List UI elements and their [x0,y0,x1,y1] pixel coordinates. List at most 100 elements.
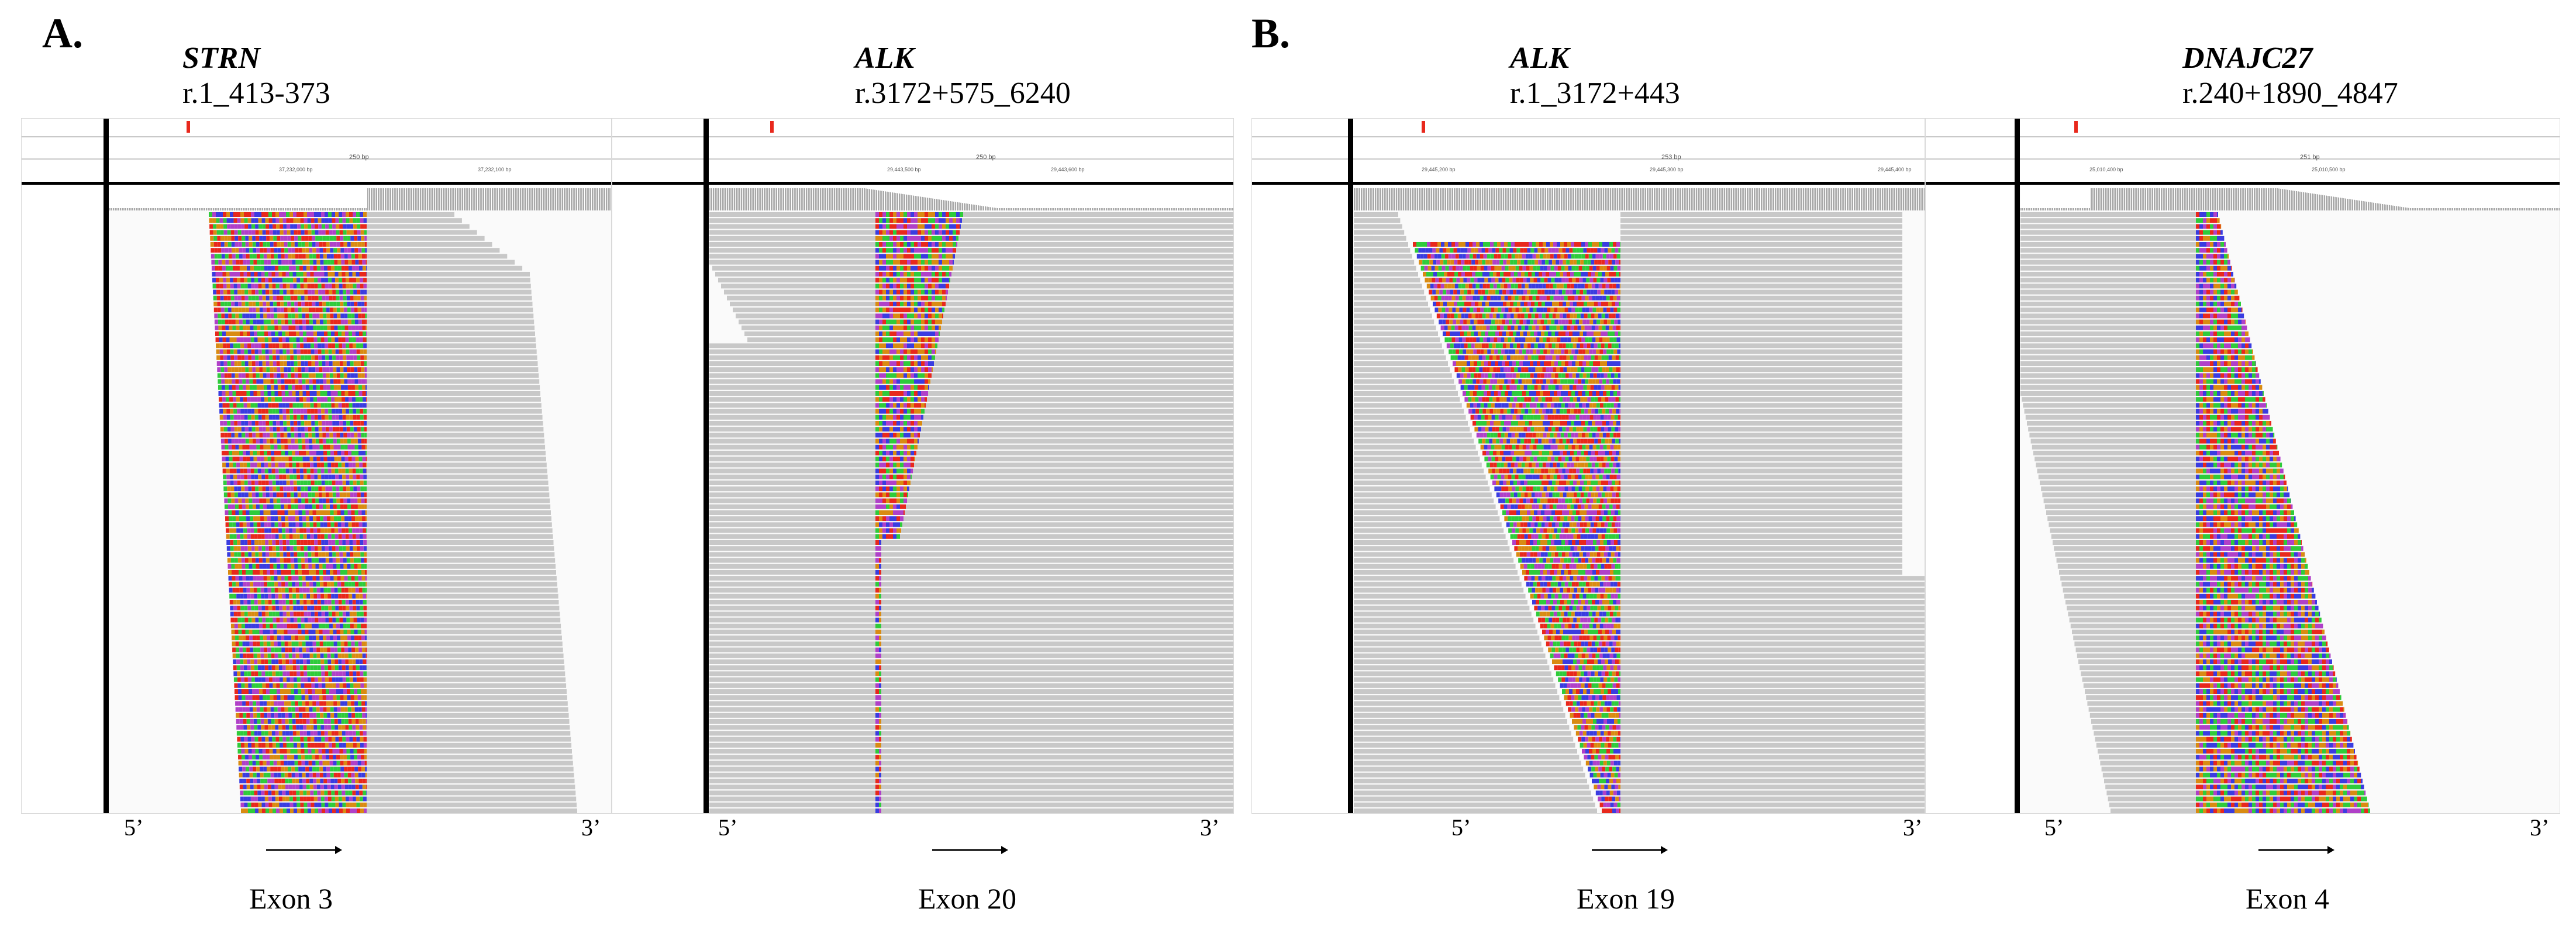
mismatch-base [256,302,260,306]
mismatch-base [352,659,356,664]
aligned-read [367,630,561,634]
mismatch-base [304,343,308,348]
mismatch-base [329,307,333,313]
mismatch-base [366,331,367,336]
mismatch-base [349,742,353,748]
mismatch-base [312,379,316,384]
mismatch-base [286,546,290,551]
mismatch-base [289,546,294,551]
mismatch-base [242,248,246,253]
mismatch-base [323,522,327,527]
coverage-bar [222,208,223,210]
coverage-bar [460,188,461,210]
mismatch-base [334,403,339,408]
mismatch-base [296,462,300,468]
mismatch-base [237,737,241,742]
aligned-read [367,808,577,813]
mismatch-base [302,325,306,330]
mismatch-base [284,379,288,384]
mismatch-base [296,546,301,551]
mismatch-base [364,230,367,235]
coverage-bar [544,188,546,210]
mismatch-base [285,528,289,533]
mismatch-base [263,367,267,372]
mismatch-base [245,373,249,378]
mismatch-base [348,588,352,593]
mismatch-base [316,772,320,778]
mismatch-base [261,737,265,742]
mismatch-base [340,319,344,324]
mismatch-base [310,397,314,402]
mismatch-base [237,474,241,479]
coverage-bar [420,188,421,210]
mismatch-base [291,498,295,503]
mismatch-base [319,689,322,694]
mismatch-base [305,695,309,700]
mismatch-base [239,444,243,450]
mismatch-base [321,671,325,676]
mismatch-base [304,802,308,807]
mismatch-base [329,808,332,813]
mismatch-base [283,808,287,813]
mismatch-base [292,397,296,402]
mismatch-base [245,367,249,372]
mismatch-base [219,337,223,343]
coverage-bar [344,208,346,210]
mismatch-base [269,558,273,563]
mismatch-base [315,230,319,235]
mismatch-base [294,695,298,700]
mismatch-base [294,504,298,509]
mismatch-base [354,761,358,766]
mismatch-base [315,623,319,628]
mismatch-base [334,265,338,271]
mismatch-base [338,593,342,599]
mismatch-base [264,516,268,521]
coverage-bar [899,194,900,210]
mismatch-base [317,725,321,730]
coverage-bar [281,208,282,210]
mismatch-base [319,635,323,641]
mismatch-base [354,766,358,772]
mismatch-base [235,510,239,515]
coverage-bar [536,188,537,210]
mismatch-base [350,361,354,366]
mismatch-base [332,278,336,283]
mismatch-base [252,438,256,444]
mismatch-base [258,617,263,623]
mismatch-base [349,212,353,217]
mismatch-base [361,766,365,772]
mismatch-base [313,665,318,671]
aligned-read [367,230,477,235]
mismatch-base [275,284,280,289]
mismatch-base [261,796,265,801]
mismatch-base [360,349,364,354]
mismatch-base [346,230,350,235]
mismatch-base [304,224,308,229]
mismatch-base [308,361,312,366]
mismatch-base [267,451,271,455]
mismatch-base [358,707,362,712]
mismatch-base [341,260,345,265]
mismatch-base [339,427,343,432]
mismatch-base [299,457,303,462]
mismatch-base [261,725,265,730]
mismatch-base [324,790,328,796]
mismatch-base [298,242,302,247]
mismatch-base [273,552,277,557]
mismatch-base [250,593,254,599]
mismatch-base [253,570,256,575]
mismatch-base [222,397,226,402]
mismatch-base [304,349,308,354]
mismatch-base [356,665,360,671]
mismatch-base [301,361,305,366]
mismatch-base [273,302,277,306]
mismatch-base [271,665,275,671]
mismatch-base [327,779,331,783]
mismatch-base [361,504,365,509]
mismatch-base [282,534,286,539]
mismatch-base [351,254,355,259]
mismatch-base [293,212,296,217]
mismatch-base [352,790,356,796]
mismatch-base [296,468,300,474]
mismatch-base [359,462,363,468]
